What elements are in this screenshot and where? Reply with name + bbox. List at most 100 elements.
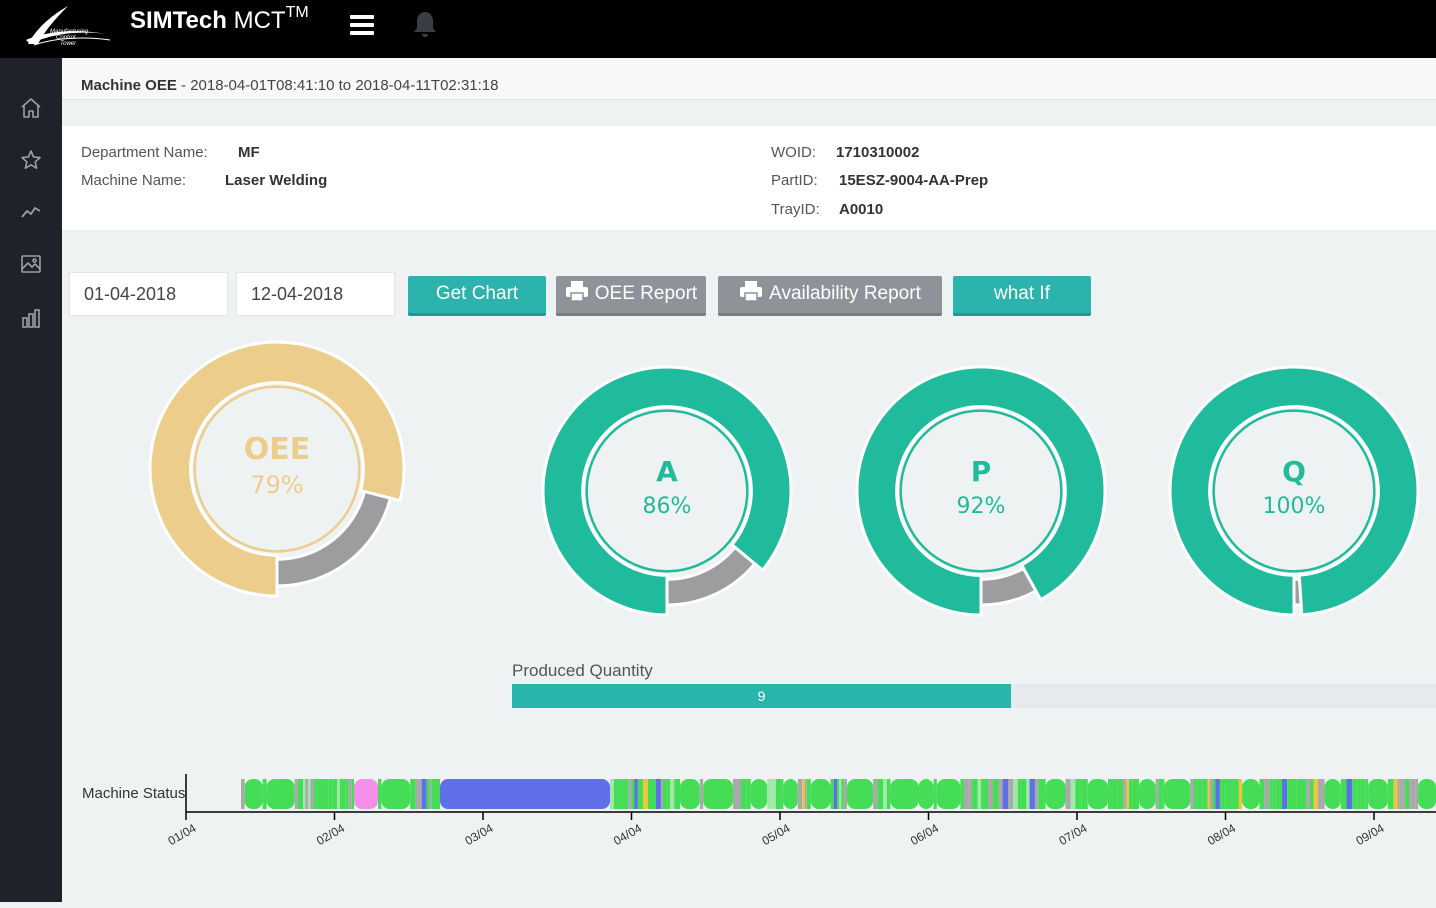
status-segment [244,779,263,809]
top-navbar: Manufacturing Control Tower SIMTech MCTT… [0,0,1436,58]
status-segment [1207,779,1210,809]
timeline-tick-label: 04/04 [611,821,644,848]
status-segment [1013,779,1018,809]
status-segment [841,779,844,809]
status-segment [732,779,738,809]
svg-text:Control: Control [56,35,76,41]
status-segment [797,779,803,809]
status-segment [968,779,972,809]
status-segment [1008,779,1014,809]
status-segment [1029,779,1035,809]
availability-donut [541,365,793,617]
status-segment [1365,779,1369,809]
status-segment [767,779,772,809]
get-chart-button[interactable]: Get Chart [408,276,546,316]
status-segment [771,779,776,809]
status-segment [883,779,887,809]
status-segment [1259,779,1265,809]
status-segment [266,779,295,809]
status-segment [618,779,623,809]
status-segment [992,779,999,809]
status-segment [837,779,840,809]
image-icon[interactable] [19,252,43,276]
status-segment [332,779,338,809]
woid-value: 1710310002 [836,144,920,161]
status-segment [1215,779,1220,809]
status-segment [628,779,632,809]
oee-donut [148,340,406,598]
status-segment [775,779,782,809]
status-segment [354,779,378,809]
status-segment [631,779,635,809]
status-segment [1346,779,1353,809]
status-segment [833,779,838,809]
status-segment [1065,779,1071,809]
timeline-tick-label: 09/04 [1353,821,1386,848]
produced-quantity-bar: 9 [512,684,1436,708]
end-date-input[interactable] [236,272,395,316]
machine-name-label: Machine Name: [81,172,187,189]
status-segment [1313,779,1318,809]
gauge-value-arc [541,365,793,617]
status-segment [378,779,382,809]
status-segment [1212,779,1216,809]
quality-gauge: Q 100% [1168,365,1420,617]
start-date-input[interactable] [69,272,228,316]
status-segment [1194,779,1198,809]
status-segment [1020,779,1027,809]
bar-chart-icon[interactable] [19,306,43,330]
status-segment [1070,779,1073,809]
status-segment [1269,779,1273,809]
status-segment [1202,779,1208,809]
sidebar [0,58,62,902]
status-segment [1075,779,1080,809]
status-segment [1302,779,1307,809]
bell-icon[interactable] [412,10,438,38]
status-segment [963,779,969,809]
status-segment [1242,779,1260,809]
status-segment [1415,779,1419,809]
status-segment [670,779,675,809]
status-segment [843,779,848,809]
status-segment [663,779,667,809]
department-value: MF [238,144,260,161]
status-segment [988,779,993,809]
status-segment [1162,779,1165,809]
availability-report-button[interactable]: Availability Report [718,276,942,316]
status-segment [303,779,306,809]
status-segment [1368,779,1388,809]
status-segment [847,779,874,809]
mct-logo[interactable]: Manufacturing Control Tower [24,4,114,48]
status-segment [241,779,245,809]
woid-label: WOID: [771,144,816,161]
gauge-inner-ring [1212,409,1376,573]
status-segment [622,779,629,809]
status-segment [1132,779,1139,809]
oee-report-button[interactable]: OEE Report [556,276,706,316]
oee-gauge: OEE 79% [148,340,406,598]
department-label: Department Name: [81,144,208,161]
status-segment [1128,779,1133,809]
status-segment [971,779,978,809]
status-segment [1275,779,1283,809]
trend-line-icon[interactable] [19,200,43,224]
status-segment [936,779,961,809]
status-segment [1321,779,1325,809]
what-if-button[interactable]: what If [953,276,1091,316]
status-segment [802,779,805,809]
star-icon[interactable] [19,148,43,172]
status-segment [806,779,811,809]
home-icon[interactable] [19,96,43,120]
status-segment [418,779,422,809]
status-segment [960,779,964,809]
status-segment [316,779,325,809]
status-segment [890,779,919,809]
status-segment [1224,779,1234,809]
hamburger-menu-icon[interactable] [348,13,376,37]
status-segment [610,779,614,809]
status-segment [1357,779,1361,809]
status-segment [1138,779,1156,809]
status-segment [410,779,416,809]
timeline-tick-label: 05/04 [759,821,792,848]
status-segment [1411,779,1416,809]
